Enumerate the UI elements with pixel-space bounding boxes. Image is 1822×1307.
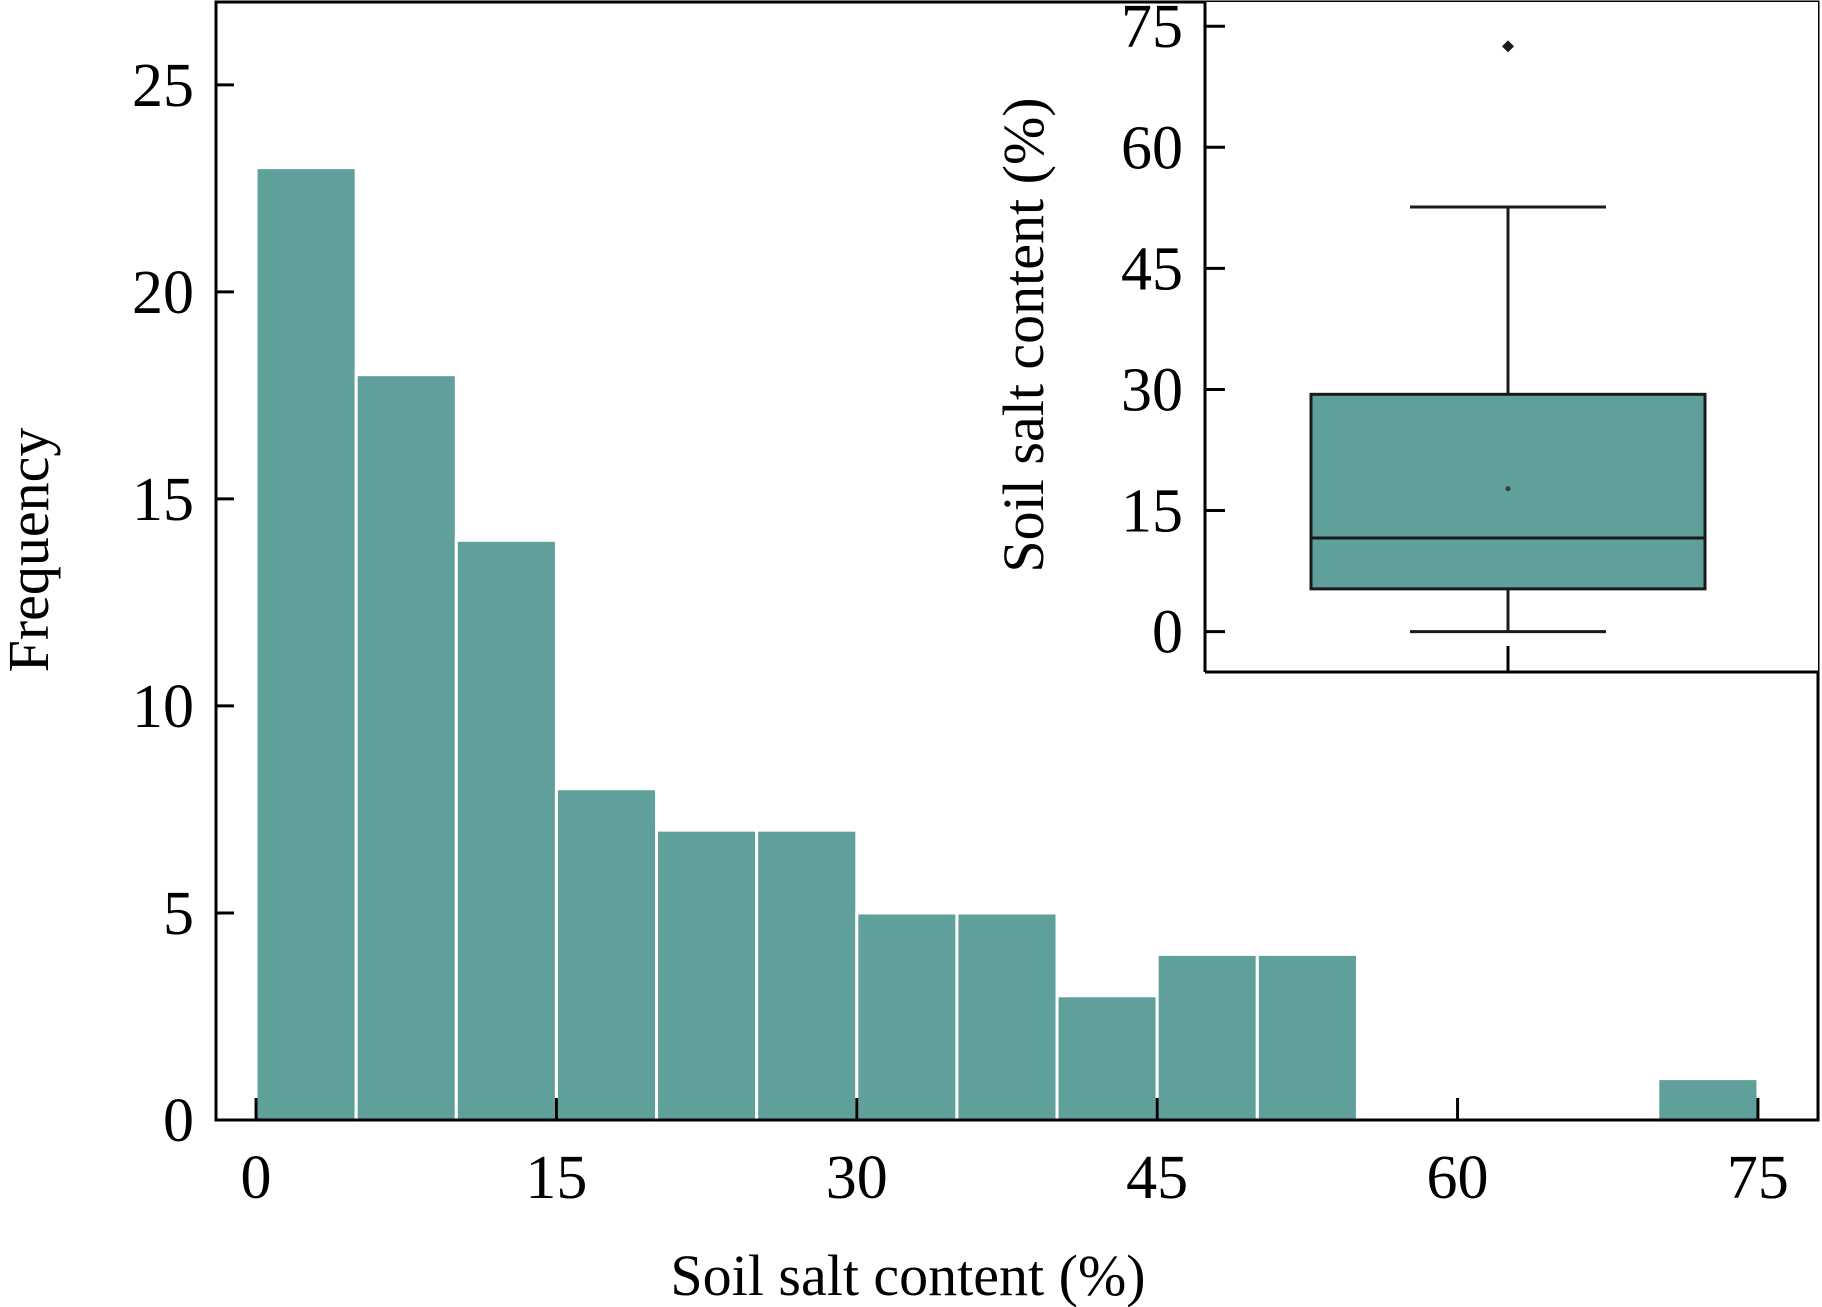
- histogram-bar: [655, 828, 759, 1122]
- inset-axes: 0 15 30 45 60 75 Soil salt content (%): [991, 0, 1818, 674]
- inset-y-tick-label: 15: [1121, 478, 1183, 546]
- inset-boxplot: [1309, 40, 1707, 634]
- y-tick-label: 5: [163, 880, 194, 948]
- histogram-bar: [1656, 1077, 1760, 1122]
- histogram-bar: [855, 911, 959, 1122]
- x-tick-label: 30: [826, 1144, 888, 1212]
- inset-y-tick-label: 45: [1121, 235, 1183, 303]
- histogram-bar: [955, 911, 1059, 1122]
- inset-y-tick-label: 75: [1121, 0, 1183, 61]
- outlier-marker: [1502, 40, 1514, 53]
- inset-y-tick-label: 60: [1121, 114, 1183, 182]
- x-axis-title: Soil salt content (%): [670, 1243, 1145, 1307]
- inset-y-tick-label: 30: [1121, 356, 1183, 424]
- histogram-bar: [354, 373, 458, 1122]
- histogram-bar: [554, 787, 659, 1122]
- inset-y-axis-title: Soil salt content (%): [991, 97, 1056, 572]
- y-tick-label: 10: [132, 673, 194, 741]
- histogram-bars: [254, 166, 1760, 1122]
- y-tick-label: 25: [132, 52, 194, 120]
- y-tick-label: 0: [163, 1087, 194, 1155]
- histogram-bar: [1255, 952, 1359, 1122]
- x-tick-label: 0: [241, 1144, 272, 1212]
- x-tick-label: 15: [525, 1144, 587, 1212]
- x-tick-label: 60: [1427, 1144, 1489, 1212]
- x-tick-label: 45: [1126, 1144, 1188, 1212]
- mean-marker: [1505, 486, 1511, 492]
- histogram-bar: [1055, 994, 1159, 1122]
- histogram-bar: [1155, 952, 1259, 1122]
- y-axis-title: Frequency: [0, 428, 61, 673]
- inset-y-tick-label: 0: [1152, 599, 1183, 667]
- iqr-box: [1309, 392, 1707, 591]
- y-tick-label: 20: [132, 259, 194, 327]
- x-tick-label: 75: [1727, 1144, 1789, 1212]
- y-tick-label: 15: [132, 466, 194, 534]
- histogram-bar: [254, 166, 358, 1122]
- histogram-bar: [755, 828, 859, 1122]
- histogram-bar: [454, 538, 558, 1122]
